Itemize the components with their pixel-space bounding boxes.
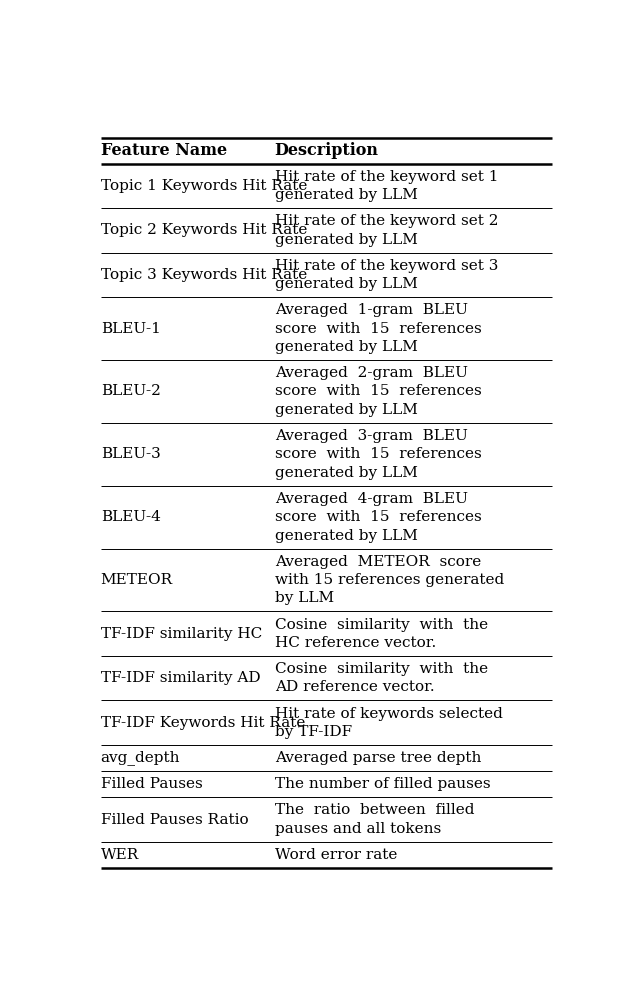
Text: AD reference vector.: AD reference vector.	[275, 681, 434, 695]
Text: BLEU-1: BLEU-1	[101, 322, 161, 336]
Text: BLEU-2: BLEU-2	[101, 384, 161, 398]
Text: pauses and all tokens: pauses and all tokens	[275, 822, 441, 836]
Text: generated by LLM: generated by LLM	[275, 278, 418, 291]
Text: with 15 references generated: with 15 references generated	[275, 573, 504, 587]
Text: score  with  15  references: score with 15 references	[275, 322, 481, 336]
Text: Cosine  similarity  with  the: Cosine similarity with the	[275, 618, 488, 631]
Text: Hit rate of the keyword set 3: Hit rate of the keyword set 3	[275, 259, 498, 273]
Text: score  with  15  references: score with 15 references	[275, 448, 481, 461]
Text: generated by LLM: generated by LLM	[275, 232, 418, 247]
Text: HC reference vector.: HC reference vector.	[275, 636, 436, 650]
Text: generated by LLM: generated by LLM	[275, 403, 418, 417]
Text: Averaged parse tree depth: Averaged parse tree depth	[275, 751, 481, 765]
Text: score  with  15  references: score with 15 references	[275, 384, 481, 398]
Text: Filled Pauses: Filled Pauses	[101, 778, 202, 791]
Text: generated by LLM: generated by LLM	[275, 465, 418, 480]
Text: BLEU-3: BLEU-3	[101, 448, 161, 461]
Text: Topic 3 Keywords Hit Rate: Topic 3 Keywords Hit Rate	[101, 268, 307, 282]
Text: generated by LLM: generated by LLM	[275, 529, 418, 542]
Text: WER: WER	[101, 848, 139, 862]
Text: by LLM: by LLM	[275, 592, 334, 606]
Text: METEOR: METEOR	[101, 573, 173, 587]
Text: Averaged  2-gram  BLEU: Averaged 2-gram BLEU	[275, 367, 467, 380]
Text: Averaged  METEOR  score: Averaged METEOR score	[275, 554, 481, 569]
Text: generated by LLM: generated by LLM	[275, 340, 418, 354]
Text: Description: Description	[275, 142, 379, 159]
Text: TF-IDF similarity AD: TF-IDF similarity AD	[101, 671, 260, 686]
Text: Averaged  1-gram  BLEU: Averaged 1-gram BLEU	[275, 303, 467, 317]
Text: BLEU-4: BLEU-4	[101, 510, 161, 525]
Text: Filled Pauses Ratio: Filled Pauses Ratio	[101, 812, 248, 827]
Text: TF-IDF Keywords Hit Rate: TF-IDF Keywords Hit Rate	[101, 715, 305, 730]
Text: Cosine  similarity  with  the: Cosine similarity with the	[275, 662, 488, 676]
Text: Feature Name: Feature Name	[101, 142, 227, 159]
Text: generated by LLM: generated by LLM	[275, 188, 418, 203]
Text: Word error rate: Word error rate	[275, 848, 397, 862]
Text: The number of filled pauses: The number of filled pauses	[275, 778, 490, 791]
Text: Hit rate of keywords selected: Hit rate of keywords selected	[275, 706, 503, 720]
Text: Averaged  4-gram  BLEU: Averaged 4-gram BLEU	[275, 492, 467, 506]
Text: Hit rate of the keyword set 1: Hit rate of the keyword set 1	[275, 170, 498, 184]
Text: Topic 2 Keywords Hit Rate: Topic 2 Keywords Hit Rate	[101, 223, 307, 237]
Text: avg_depth: avg_depth	[101, 751, 180, 766]
Text: Topic 1 Keywords Hit Rate: Topic 1 Keywords Hit Rate	[101, 179, 307, 193]
Text: TF-IDF similarity HC: TF-IDF similarity HC	[101, 626, 262, 641]
Text: Hit rate of the keyword set 2: Hit rate of the keyword set 2	[275, 214, 498, 228]
Text: Averaged  3-gram  BLEU: Averaged 3-gram BLEU	[275, 429, 467, 443]
Text: score  with  15  references: score with 15 references	[275, 510, 481, 525]
Text: by TF-IDF: by TF-IDF	[275, 725, 352, 739]
Text: The  ratio  between  filled: The ratio between filled	[275, 803, 474, 817]
